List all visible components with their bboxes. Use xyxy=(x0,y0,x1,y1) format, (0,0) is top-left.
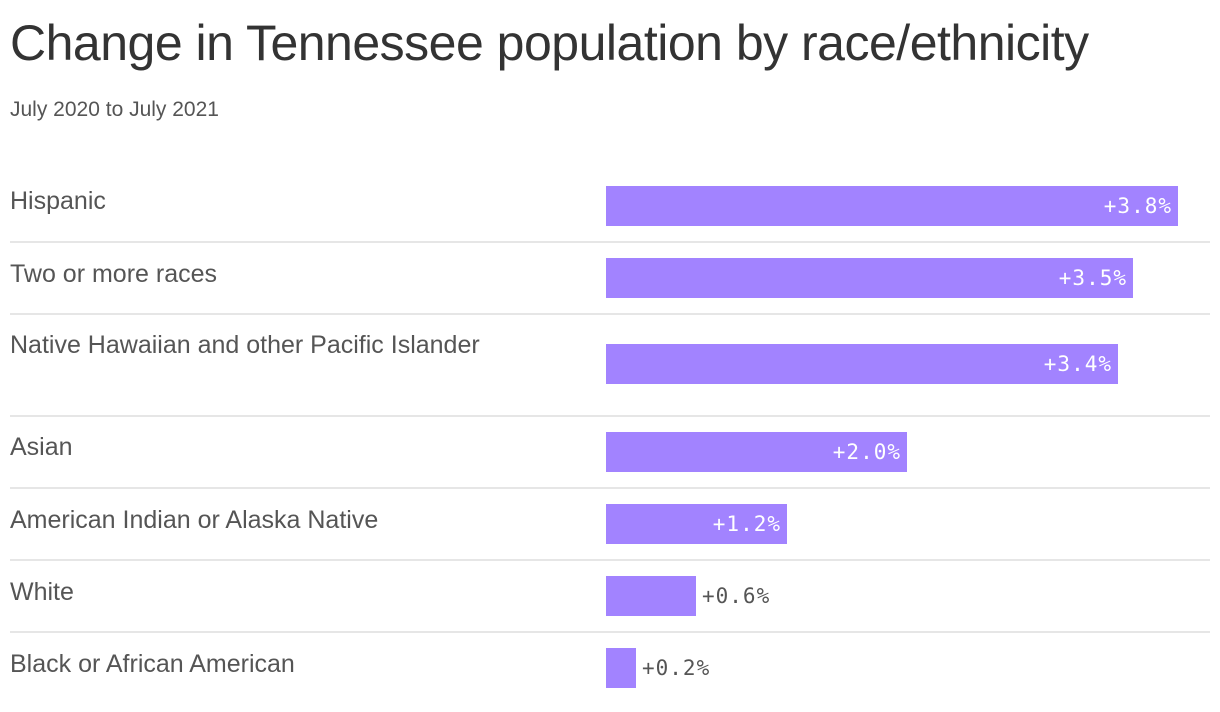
value-label: +1.2% xyxy=(712,512,781,536)
bar xyxy=(606,186,1178,226)
chart-subtitle: July 2020 to July 2021 xyxy=(10,98,219,121)
bar xyxy=(606,344,1118,384)
bar xyxy=(606,258,1133,298)
bar xyxy=(606,576,696,616)
bar-row: Hispanic +3.8% xyxy=(10,170,1210,243)
bar xyxy=(606,432,907,472)
bar-row: Two or more races +3.5% xyxy=(10,242,1210,315)
value-label: +3.4% xyxy=(1043,352,1112,376)
value-label: +2.0% xyxy=(832,440,901,464)
category-label: Asian xyxy=(10,433,73,461)
value-label: +3.8% xyxy=(1103,194,1172,218)
category-label: American Indian or Alaska Native xyxy=(10,506,379,534)
bar xyxy=(606,648,636,688)
bar-row: American Indian or Alaska Native +1.2% xyxy=(10,488,1210,561)
bar-row: Black or African American +0.2% xyxy=(10,632,1210,703)
bar-row: Native Hawaiian and other Pacific Island… xyxy=(10,314,1210,417)
value-label: +0.2% xyxy=(642,656,711,680)
bar-row: Asian +2.0% xyxy=(10,416,1210,489)
bar-row: White +0.6% xyxy=(10,560,1210,633)
category-label: Two or more races xyxy=(10,260,218,288)
category-label: Native Hawaiian and other Pacific Island… xyxy=(10,331,480,359)
category-label: Black or African American xyxy=(10,650,295,678)
value-label: +3.5% xyxy=(1058,266,1127,290)
chart-title: Change in Tennessee population by race/e… xyxy=(10,15,1089,71)
value-label: +0.6% xyxy=(702,584,771,608)
bar xyxy=(606,504,787,544)
category-label: White xyxy=(10,578,74,606)
category-label: Hispanic xyxy=(10,187,106,215)
